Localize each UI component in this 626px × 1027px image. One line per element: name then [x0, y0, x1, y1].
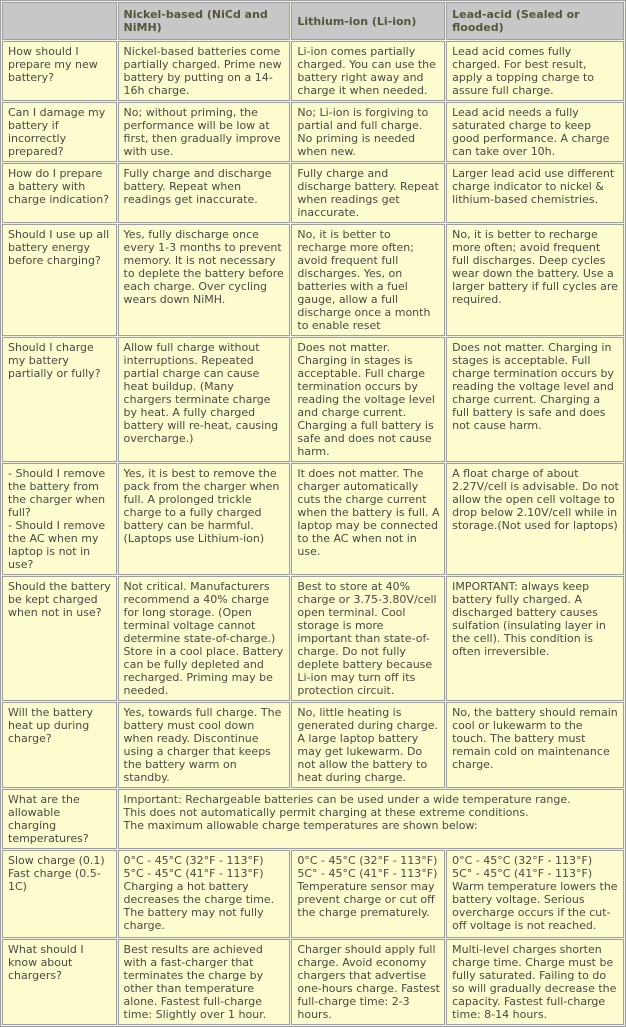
header-cell-nickel: Nickel-based (NiCd and NiMH) — [117, 2, 291, 40]
table-row: What should I know about chargers? Best … — [2, 939, 624, 1025]
table-row: Should I use up all battery energy befor… — [2, 224, 624, 336]
answer-cell-lithium: No, it is better to recharge more often;… — [291, 224, 446, 336]
answer-cell-lead: No, the battery should remain cool or lu… — [446, 702, 624, 788]
question-cell: Slow charge (0.1) Fast charge (0.5-1C) — [2, 850, 117, 938]
header-cell-blank — [2, 2, 117, 40]
answer-cell-nickel: 0°C - 45°C (32°F - 113°F) 5°C - 45°C (41… — [117, 850, 291, 938]
answer-cell-nickel: Best results are achieved with a fast-ch… — [117, 939, 291, 1025]
table-row: Will the battery heat up during charge? … — [2, 702, 624, 788]
answer-cell-lithium: Best to store at 40% charge or 3.75-3.80… — [291, 576, 446, 701]
answer-cell-lead: Lead acid comes fully charged. For best … — [446, 41, 624, 101]
answer-cell-nickel: Nickel-based batteries come partially ch… — [117, 41, 291, 101]
answer-cell-nickel: No; without priming, the performance wil… — [117, 102, 291, 162]
answer-cell-nickel: Fully charge and discharge battery. Repe… — [117, 163, 291, 223]
answer-cell-lithium: 0°C - 45°C (32°F - 113°F) 5C° - 45°C (41… — [291, 850, 446, 938]
answer-cell-lithium: Fully charge and discharge battery. Repe… — [291, 163, 446, 223]
answer-cell-lead: No, it is better to recharge more often;… — [446, 224, 624, 336]
answer-cell-lead: IMPORTANT: always keep battery fully cha… — [446, 576, 624, 701]
table-row: Should I charge my battery partially or … — [2, 337, 624, 462]
table-row: Slow charge (0.1) Fast charge (0.5-1C) 0… — [2, 850, 624, 938]
table-row: How should I prepare my new battery? Nic… — [2, 41, 624, 101]
question-cell: Should the battery be kept charged when … — [2, 576, 117, 701]
table-row: How do I prepare a battery with charge i… — [2, 163, 624, 223]
question-cell: Will the battery heat up during charge? — [2, 702, 117, 788]
question-cell: Can I damage my battery if incorrectly p… — [2, 102, 117, 162]
header-cell-lithium: Lithium-ion (Li-ion) — [291, 2, 446, 40]
answer-cell-lead: Lead acid needs a fully saturated charge… — [446, 102, 624, 162]
question-cell: Should I charge my battery partially or … — [2, 337, 117, 462]
answer-cell-lead: 0°C - 45°C (32°F - 113°F) 5C° - 45°C (41… — [446, 850, 624, 938]
answer-cell-lead: Larger lead acid use different charge in… — [446, 163, 624, 223]
table-row: Should the battery be kept charged when … — [2, 576, 624, 701]
question-cell: How should I prepare my new battery? — [2, 41, 117, 101]
table-row: Can I damage my battery if incorrectly p… — [2, 102, 624, 162]
question-cell: - Should I remove the battery from the c… — [2, 463, 117, 575]
answer-cell-lead: Does not matter. Charging in stages is a… — [446, 337, 624, 462]
header-cell-lead: Lead-acid (Sealed or flooded) — [446, 2, 624, 40]
question-cell: What are the allowable charging temperat… — [2, 789, 117, 849]
table-row: What are the allowable charging temperat… — [2, 789, 624, 849]
question-cell: What should I know about chargers? — [2, 939, 117, 1025]
answer-cell-lithium: Does not matter. Charging in stages is a… — [291, 337, 446, 462]
answer-cell-lead: Multi-level charges shorten charge time.… — [446, 939, 624, 1025]
answer-cell-lithium: No, little heating is generated during c… — [291, 702, 446, 788]
answer-cell-nickel: Not critical. Manufacturers recommend a … — [117, 576, 291, 701]
question-cell: How do I prepare a battery with charge i… — [2, 163, 117, 223]
question-cell: Should I use up all battery energy befor… — [2, 224, 117, 336]
answer-cell-nickel: Yes, towards full charge. The battery mu… — [117, 702, 291, 788]
answer-cell-lithium: Li-ion comes partially charged. You can … — [291, 41, 446, 101]
answer-cell-lead: A float charge of about 2.27V/cell is ad… — [446, 463, 624, 575]
answer-cell-nickel: Allow full charge without interruptions.… — [117, 337, 291, 462]
answer-cell-lithium: No; Li-ion is forgiving to partial and f… — [291, 102, 446, 162]
answer-cell-spanning: Important: Rechargeable batteries can be… — [117, 789, 624, 849]
header-row: Nickel-based (NiCd and NiMH) Lithium-ion… — [2, 2, 624, 40]
answer-cell-nickel: Yes, it is best to remove the pack from … — [117, 463, 291, 575]
answer-cell-lithium: Charger should apply full charge. Avoid … — [291, 939, 446, 1025]
answer-cell-lithium: It does not matter. The charger automati… — [291, 463, 446, 575]
answer-cell-nickel: Yes, fully discharge once every 1-3 mont… — [117, 224, 291, 336]
table-row: - Should I remove the battery from the c… — [2, 463, 624, 575]
